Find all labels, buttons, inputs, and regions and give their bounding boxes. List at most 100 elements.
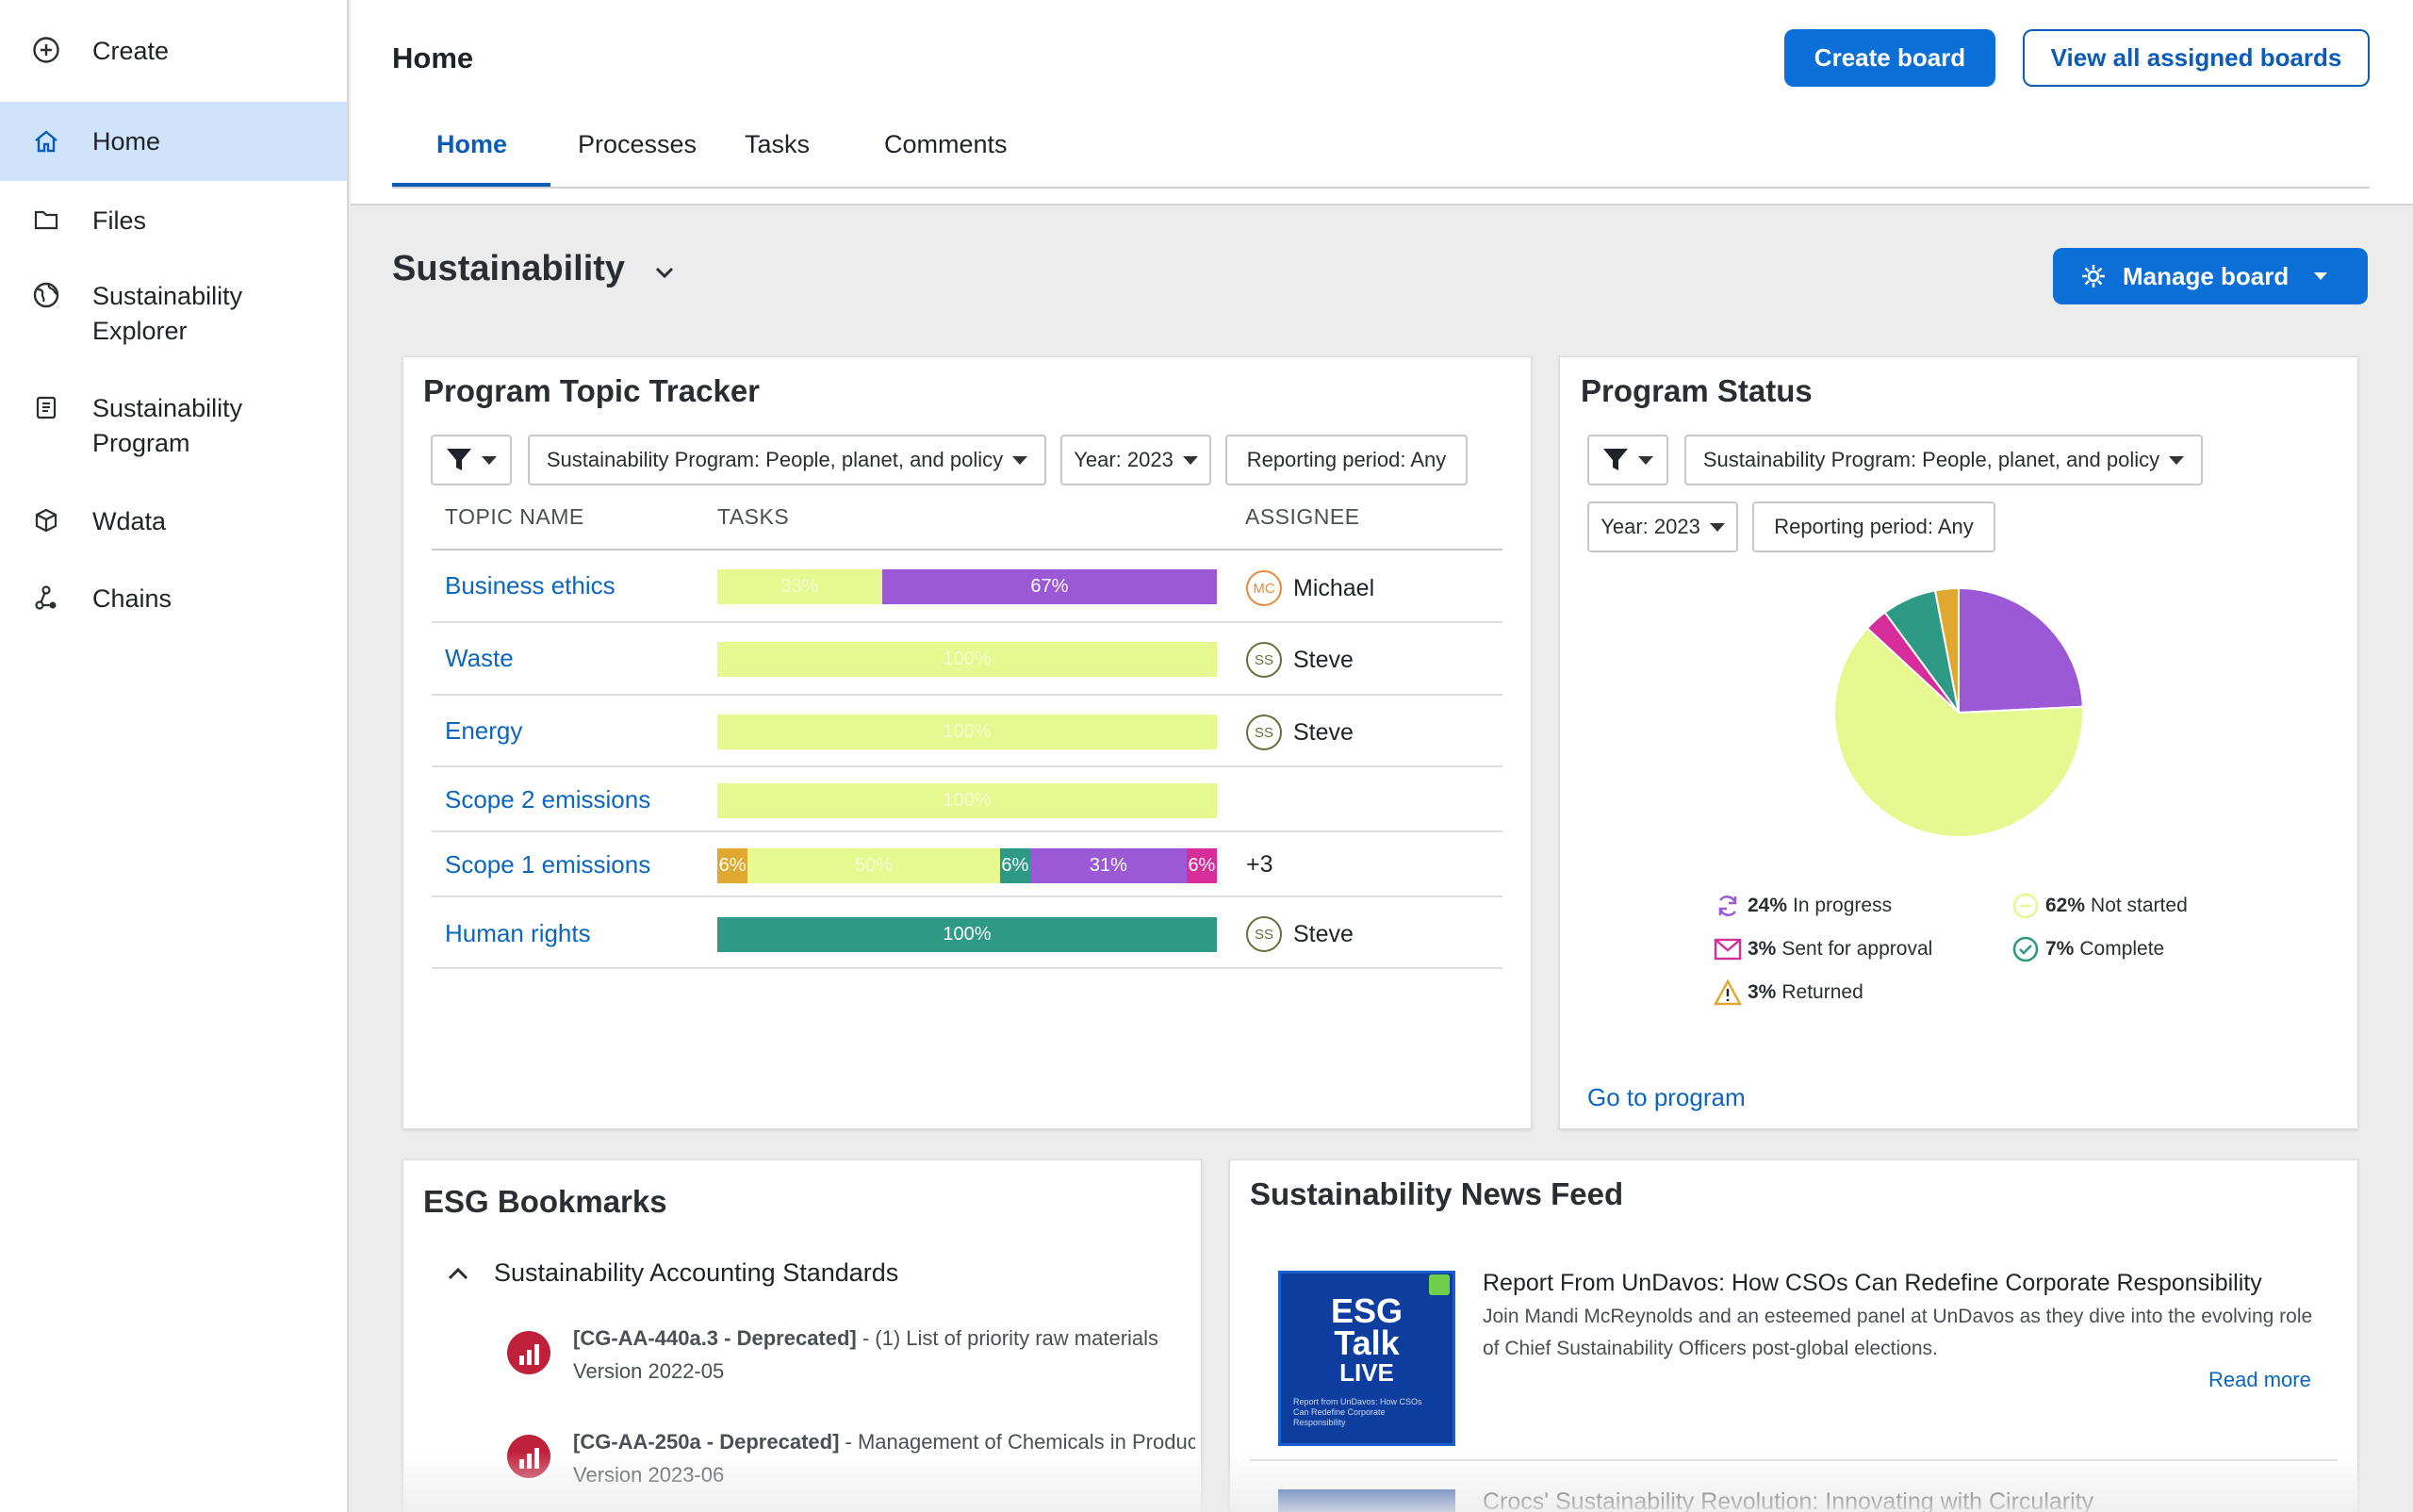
news-divider [1250, 1459, 2338, 1461]
assignee: MC Michael [1246, 570, 1374, 606]
bookmark-group-toggle[interactable]: Sustainability Accounting Standards [447, 1258, 898, 1288]
task-bar-segment: 33% [717, 569, 882, 604]
badge-icon [1429, 1274, 1450, 1295]
cube-icon [30, 504, 62, 536]
task-bar-segment: 6% [999, 848, 1030, 883]
home-icon [30, 125, 62, 157]
thumb-line: LIVE [1339, 1358, 1394, 1387]
col-header-assignee: ASSIGNEE [1245, 504, 1360, 529]
create-board-button[interactable]: Create board [1784, 29, 1995, 87]
thumb-caption: Report from UnDavos: How CSOs Can Redefi… [1293, 1397, 1422, 1427]
status-year-select[interactable]: Year: 2023 [1587, 501, 1738, 552]
sidebar-item-label: Files [92, 206, 147, 235]
assignee-more[interactable]: +3 [1246, 851, 1273, 878]
assignee-name: Michael [1293, 574, 1375, 601]
status-program-select[interactable]: Sustainability Program: People, planet, … [1684, 435, 2203, 485]
envelope-icon [1714, 935, 1742, 963]
task-progress-bar: 100% [717, 917, 1217, 952]
topic-link[interactable]: Business ethics [445, 571, 616, 600]
sidebar-item-home[interactable]: Home [0, 102, 347, 181]
bookmark-version: Version 2023-06 [573, 1463, 725, 1487]
row-divider [432, 830, 1502, 832]
status-period-value: Reporting period: Any [1774, 515, 1974, 538]
bookmark-item[interactable]: [CG-AA-440a.3 - Deprecated] - (1) List o… [507, 1322, 1195, 1388]
task-bar-segment: 6% [1186, 848, 1217, 883]
sidebar-item-label: Sustainability Program [92, 394, 243, 457]
bookmark-item[interactable]: [CG-AA-250a - Deprecated] - Management o… [507, 1425, 1195, 1491]
bookmark-version: Version 2022-05 [573, 1359, 725, 1383]
legend-pct: 24% [1748, 895, 1788, 916]
news-thumbnail[interactable] [1278, 1489, 1455, 1512]
bar-chart-icon [507, 1435, 550, 1478]
sidebar-item-label: Chains [92, 584, 172, 613]
topic-link[interactable]: Energy [445, 716, 523, 745]
manage-board-button[interactable]: Manage board [2053, 248, 2368, 304]
news-item-title[interactable]: Report From UnDavos: How CSOs Can Redefi… [1483, 1270, 2262, 1296]
legend-label: Returned [1781, 981, 1863, 1003]
bookmark-group-label: Sustainability Accounting Standards [494, 1258, 899, 1287]
sidebar-item-wdata[interactable]: Wdata [0, 504, 347, 539]
folder-icon [30, 204, 62, 236]
row-divider [432, 896, 1502, 897]
tab-home[interactable]: Home [436, 130, 508, 158]
tracker-program-select[interactable]: Sustainability Program: People, planet, … [528, 435, 1046, 485]
task-bar-segment: 31% [1029, 848, 1187, 883]
news-thumbnail[interactable]: ESG Talk LIVE Report from UnDavos: How C… [1278, 1271, 1455, 1446]
topic-link[interactable]: Human rights [445, 919, 591, 947]
task-progress-bar: 100% [717, 642, 1217, 677]
tracker-period-value: Reporting period: Any [1246, 448, 1447, 471]
sidebar-item-sustainability-program[interactable]: Sustainability Program [0, 391, 347, 461]
sidebar-item-chains[interactable]: Chains [0, 582, 347, 616]
board-selector-chevron[interactable] [654, 266, 675, 284]
legend-label: Not started [2091, 895, 2188, 916]
refresh-icon [1714, 892, 1742, 920]
status-period-select[interactable]: Reporting period: Any [1752, 501, 1995, 552]
sidebar-item-sustainability-explorer[interactable]: Sustainability Explorer [0, 279, 347, 349]
task-progress-bar: 100% [717, 783, 1217, 818]
chevron-up-icon [448, 1267, 468, 1279]
bookmark-desc: - (1) List of priority raw materials [856, 1326, 1159, 1350]
legend-item-not-started: 62% Not started [2011, 892, 2188, 920]
tracker-year-select[interactable]: Year: 2023 [1060, 435, 1211, 485]
task-bar-segment: 50% [747, 848, 1000, 883]
legend-label: Complete [2079, 938, 2165, 960]
news-title: Sustainability News Feed [1250, 1176, 1624, 1211]
news-item-title[interactable]: Crocs' Sustainability Revolution: Innova… [1483, 1488, 2094, 1512]
tracker-filter-button[interactable] [431, 435, 512, 485]
view-all-assigned-boards-button[interactable]: View all assigned boards [2023, 29, 2370, 87]
task-progress-bar: 6% 50% 6% 31% 6% [717, 848, 1217, 883]
sidebar-item-label: Home [92, 126, 161, 156]
bookmark-text: [CG-AA-440a.3 - Deprecated] - (1) List o… [573, 1322, 1195, 1388]
topic-link[interactable]: Scope 2 emissions [445, 785, 651, 814]
thumb-line: ESG [1330, 1291, 1403, 1330]
read-more-link[interactable]: Read more [2208, 1368, 2311, 1391]
avatar: MC [1246, 570, 1282, 606]
go-to-program-link[interactable]: Go to program [1587, 1083, 1746, 1111]
tracker-period-select[interactable]: Reporting period: Any [1225, 435, 1468, 485]
topic-link[interactable]: Scope 1 emissions [445, 850, 651, 879]
task-bar-segment: 100% [717, 783, 1217, 818]
status-filter-button[interactable] [1587, 435, 1668, 485]
tab-processes[interactable]: Processes [578, 130, 698, 158]
status-title: Program Status [1581, 373, 1813, 408]
plus-circle-icon [30, 34, 62, 66]
tab-comments[interactable]: Comments [884, 130, 1008, 158]
tab-tasks[interactable]: Tasks [745, 130, 811, 158]
status-pie-chart [1833, 586, 2084, 838]
assignee: SS Steve [1246, 715, 1354, 750]
sidebar: Create Home Files Sustainability Explore… [0, 0, 349, 1512]
sidebar-item-label: Create [92, 37, 170, 65]
bookmark-text: [CG-AA-250a - Deprecated] - Management o… [573, 1425, 1195, 1491]
sidebar-item-files[interactable]: Files [0, 204, 347, 238]
topic-link[interactable]: Waste [445, 644, 514, 672]
bookmarks-title: ESG Bookmarks [423, 1184, 667, 1219]
tracker-program-value: Sustainability Program: People, planet, … [546, 448, 1004, 471]
pie-slice-in-progress [1958, 586, 2084, 715]
task-bar-segment: 100% [717, 642, 1217, 677]
avatar: SS [1246, 916, 1282, 952]
task-bar-segment: 100% [717, 917, 1217, 952]
bookmark-code: [CG-AA-250a - Deprecated] [573, 1430, 840, 1454]
row-divider [432, 967, 1502, 969]
top-header: Home Create board View all assigned boar… [351, 0, 2413, 205]
sidebar-item-create[interactable]: Create [0, 34, 347, 69]
